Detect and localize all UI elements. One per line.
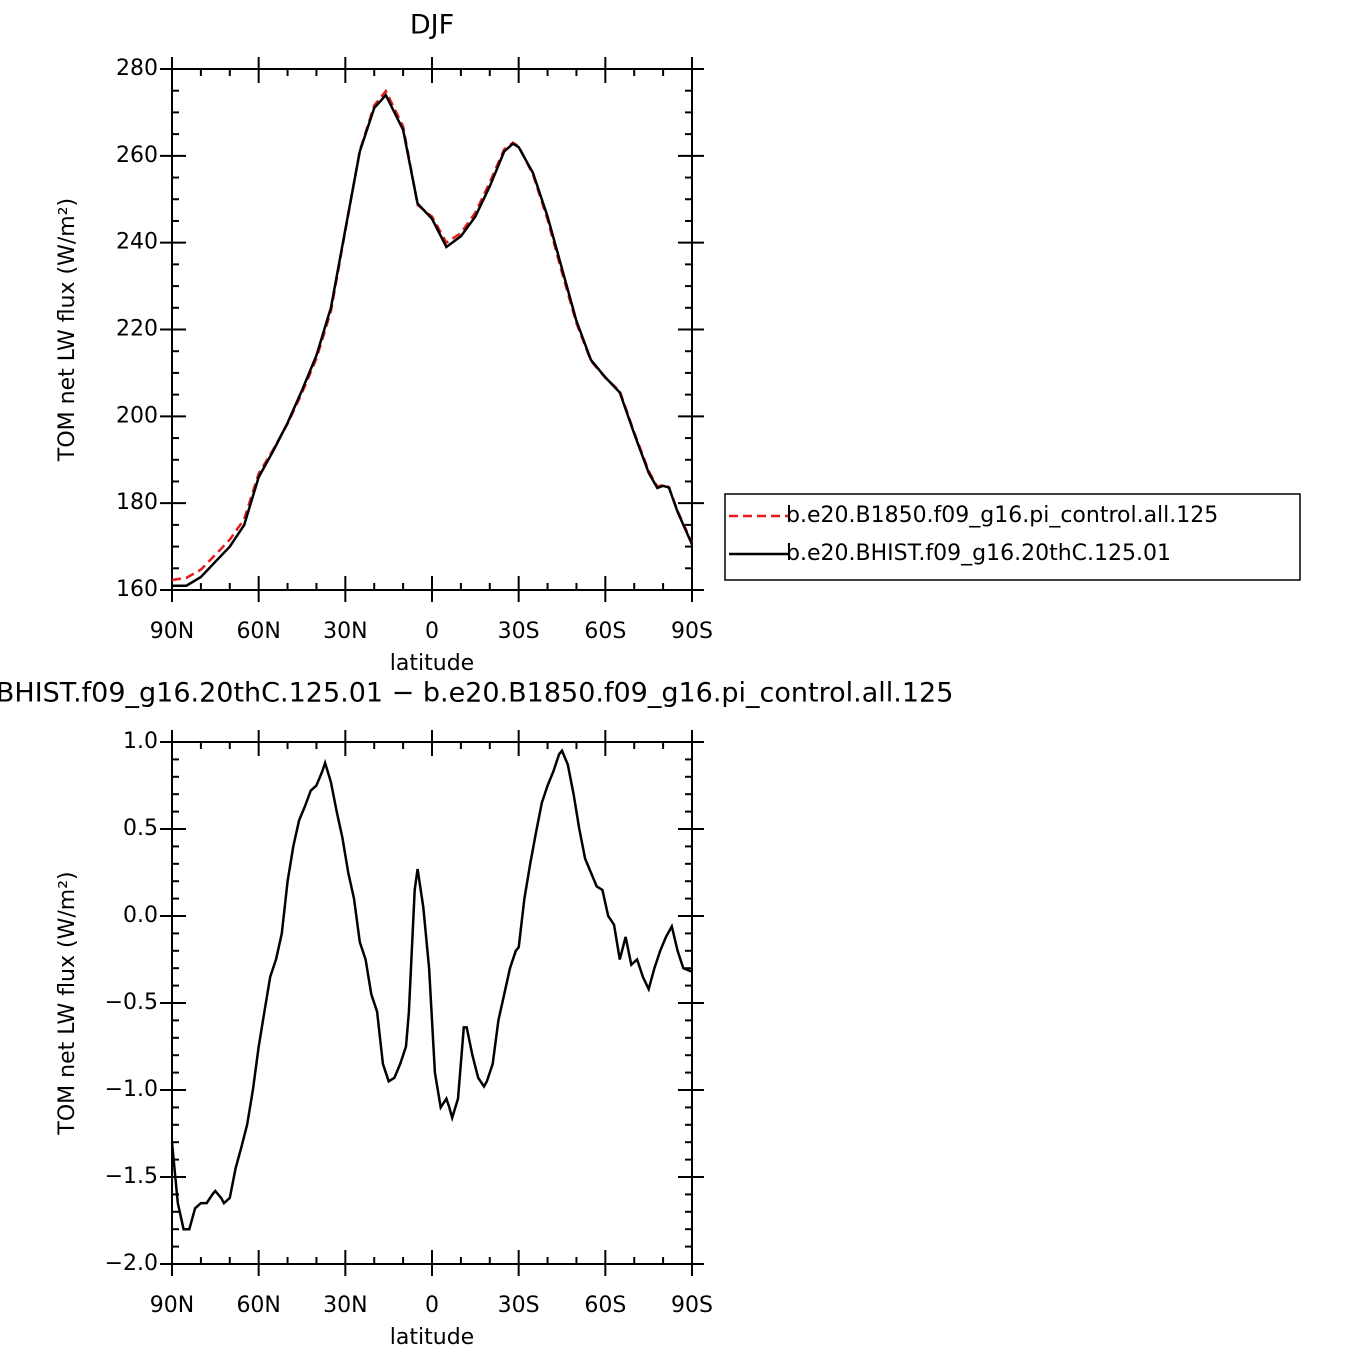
x-tick-label: 90S — [671, 619, 713, 644]
y-tick-label: −1.0 — [105, 1077, 158, 1102]
data-line — [172, 92, 694, 587]
y-tick-label: −2.0 — [105, 1251, 158, 1276]
y-tick-label: 1.0 — [123, 729, 158, 754]
y-tick-label: −1.5 — [105, 1164, 158, 1189]
plot-frame — [171, 741, 693, 1265]
y-axis-label: TOM net LW flux (W/m²) — [55, 198, 80, 462]
y-tick-label: 200 — [116, 403, 158, 428]
y-tick-label: 240 — [116, 230, 158, 255]
x-tick-label: 0 — [425, 619, 439, 644]
x-axis-label: latitude — [390, 1325, 474, 1350]
y-tick-label: −0.5 — [105, 990, 158, 1015]
y-tick-label: 160 — [116, 577, 158, 602]
x-tick-label: 60N — [236, 1293, 280, 1318]
data-line — [170, 748, 693, 1231]
x-tick-label: 60N — [236, 619, 280, 644]
x-tick-label: 30N — [323, 1293, 367, 1318]
x-axis-label: latitude — [390, 651, 474, 676]
x-tick-label: 60S — [584, 619, 626, 644]
y-tick-label: 0.0 — [123, 903, 158, 928]
x-tick-label: 90S — [671, 1293, 713, 1318]
x-tick-label: 0 — [425, 1293, 439, 1318]
x-tick-label: 30N — [323, 619, 367, 644]
y-tick-label: 260 — [116, 143, 158, 168]
x-tick-label: 90N — [150, 1293, 194, 1318]
legend-box — [724, 493, 1301, 581]
chart-title: DJF — [410, 10, 454, 41]
legend-label: b.e20.BHIST.f09_g16.20thC.125.01 — [786, 541, 1171, 566]
y-tick-label: 220 — [116, 317, 158, 342]
x-tick-label: 30S — [498, 1293, 540, 1318]
x-tick-label: 30S — [498, 619, 540, 644]
plot-frame — [171, 68, 693, 591]
chart-title: b.e20.BHIST.f09_g16.20thC.125.01 − b.e20… — [0, 678, 953, 709]
y-tick-label: 180 — [116, 490, 158, 515]
y-tick-label: 0.5 — [123, 816, 158, 841]
x-tick-label: 90N — [150, 619, 194, 644]
x-tick-label: 60S — [584, 1293, 626, 1318]
y-tick-label: 280 — [116, 56, 158, 81]
y-axis-label: TOM net LW flux (W/m²) — [55, 871, 80, 1135]
legend-label: b.e20.B1850.f09_g16.pi_control.all.125 — [786, 503, 1218, 528]
